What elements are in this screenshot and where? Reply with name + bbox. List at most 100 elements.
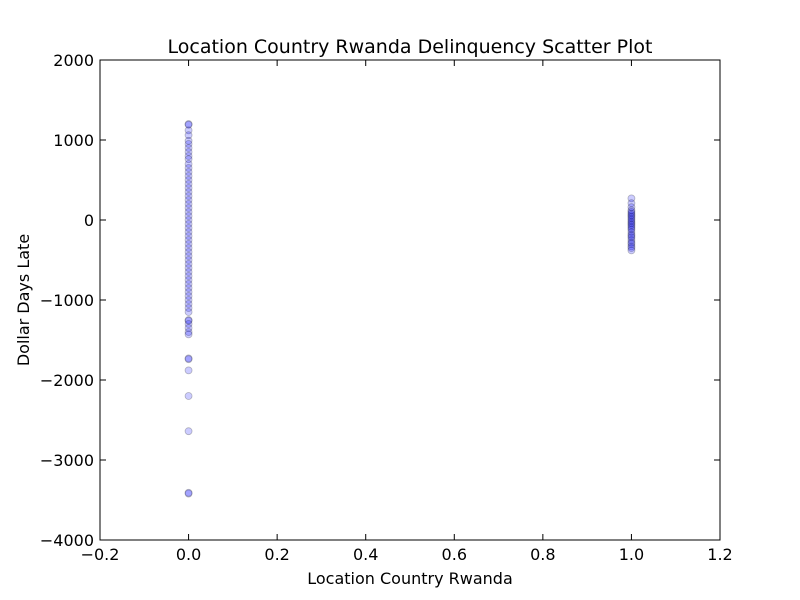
data-point bbox=[184, 276, 193, 284]
data-point bbox=[184, 126, 193, 135]
data-point bbox=[184, 155, 193, 164]
data-point bbox=[627, 216, 636, 224]
data-point bbox=[184, 232, 193, 240]
data-point bbox=[627, 242, 636, 251]
data-point bbox=[627, 209, 636, 218]
data-point bbox=[184, 324, 193, 332]
data-point bbox=[627, 194, 636, 203]
data-point bbox=[184, 284, 193, 292]
data-point bbox=[627, 232, 636, 240]
data-point bbox=[184, 304, 193, 312]
data-point bbox=[184, 354, 193, 363]
data-point bbox=[184, 120, 193, 128]
x-tick-label: 0.6 bbox=[442, 545, 467, 564]
data-point bbox=[184, 160, 193, 168]
data-point bbox=[184, 264, 193, 272]
data-point bbox=[627, 217, 636, 226]
x-tick-label: 0.0 bbox=[176, 545, 201, 564]
x-tick-label: 0.2 bbox=[264, 545, 289, 564]
data-point bbox=[184, 180, 193, 188]
y-tick-label: 2000 bbox=[53, 51, 94, 70]
data-point bbox=[627, 238, 636, 247]
data-point bbox=[184, 176, 193, 184]
data-point bbox=[627, 212, 636, 221]
y-axis-label: Dollar Days Late bbox=[14, 234, 33, 366]
data-point bbox=[184, 152, 193, 160]
data-point bbox=[184, 220, 193, 228]
data-point bbox=[184, 188, 193, 196]
data-point bbox=[184, 196, 193, 204]
x-tick-label: 1.0 bbox=[619, 545, 644, 564]
data-point bbox=[627, 220, 636, 229]
data-point bbox=[184, 248, 193, 256]
data-point bbox=[184, 330, 193, 339]
data-point bbox=[184, 212, 193, 220]
data-point bbox=[627, 214, 636, 223]
data-point bbox=[184, 244, 193, 252]
data-point bbox=[184, 427, 193, 436]
y-tick-label: 0 bbox=[84, 211, 94, 230]
data-point bbox=[627, 233, 636, 242]
y-tick-label: 1000 bbox=[53, 131, 94, 150]
data-point bbox=[184, 296, 193, 304]
data-point bbox=[184, 192, 193, 200]
data-point bbox=[184, 148, 193, 156]
x-tick-label: −0.2 bbox=[81, 545, 120, 564]
data-point bbox=[184, 292, 193, 300]
data-point bbox=[184, 260, 193, 268]
data-point bbox=[184, 316, 193, 324]
data-point bbox=[184, 228, 193, 236]
y-tick-label: −2000 bbox=[40, 371, 94, 390]
data-point bbox=[627, 206, 636, 215]
data-point bbox=[184, 164, 193, 172]
data-point bbox=[184, 320, 193, 328]
data-point bbox=[184, 268, 193, 276]
data-point bbox=[184, 131, 193, 140]
data-point bbox=[184, 392, 193, 400]
data-point bbox=[184, 200, 193, 208]
data-point bbox=[627, 203, 636, 212]
data-point bbox=[184, 489, 193, 498]
data-point bbox=[184, 328, 193, 336]
data-point bbox=[184, 252, 193, 260]
data-point bbox=[184, 204, 193, 212]
y-tick-label: −1000 bbox=[40, 291, 94, 310]
data-point bbox=[627, 236, 636, 244]
data-point bbox=[627, 222, 636, 231]
data-point bbox=[184, 316, 193, 325]
data-point bbox=[627, 244, 636, 252]
data-point bbox=[184, 488, 193, 497]
data-point bbox=[184, 144, 193, 152]
data-point bbox=[184, 256, 193, 264]
x-tick-label: 1.2 bbox=[707, 545, 732, 564]
data-point bbox=[627, 219, 636, 228]
data-point bbox=[184, 208, 193, 216]
data-point bbox=[184, 236, 193, 244]
data-point bbox=[627, 208, 636, 216]
data-point bbox=[184, 168, 193, 176]
data-point bbox=[184, 120, 193, 129]
data-point bbox=[627, 228, 636, 236]
data-point bbox=[184, 136, 193, 145]
data-point bbox=[184, 355, 193, 364]
data-point bbox=[184, 184, 193, 192]
y-tick-label: −3000 bbox=[40, 451, 94, 470]
data-point bbox=[627, 240, 636, 248]
data-point bbox=[184, 240, 193, 248]
data-point bbox=[627, 230, 636, 239]
data-point bbox=[184, 288, 193, 296]
plot-area bbox=[184, 120, 636, 498]
data-point bbox=[627, 211, 636, 220]
chart-title: Location Country Rwanda Delinquency Scat… bbox=[168, 36, 653, 58]
data-point bbox=[184, 308, 193, 316]
data-point bbox=[627, 224, 636, 232]
data-point bbox=[184, 172, 193, 180]
x-axis-label: Location Country Rwanda bbox=[307, 569, 513, 588]
data-point bbox=[184, 280, 193, 288]
data-point bbox=[627, 246, 636, 255]
data-point bbox=[184, 300, 193, 308]
x-tick-label: 0.8 bbox=[530, 545, 555, 564]
data-point bbox=[627, 225, 636, 234]
